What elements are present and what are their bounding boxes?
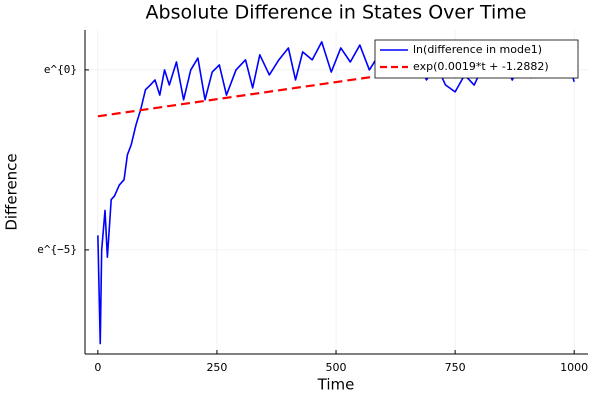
series-line bbox=[97, 46, 575, 118]
y-axis-label: Difference bbox=[3, 153, 21, 230]
legend-label: ln(difference in mode1) bbox=[413, 43, 542, 56]
x-axis-label: Time bbox=[317, 376, 355, 394]
legend-box bbox=[374, 39, 579, 79]
x-tick-label: 1000 bbox=[560, 361, 588, 374]
x-tick-label: 750 bbox=[445, 361, 466, 374]
x-tick-label: 0 bbox=[94, 361, 101, 374]
y-tick-label: e^{−5} bbox=[37, 243, 77, 256]
chart-title: Absolute Difference in States Over Time bbox=[146, 2, 527, 24]
legend-label: exp(0.0019*t + -1.2882) bbox=[413, 60, 549, 73]
x-tick-label: 250 bbox=[206, 361, 227, 374]
x-tick-label: 500 bbox=[326, 361, 347, 374]
y-tick-label: e^{0} bbox=[44, 63, 77, 76]
